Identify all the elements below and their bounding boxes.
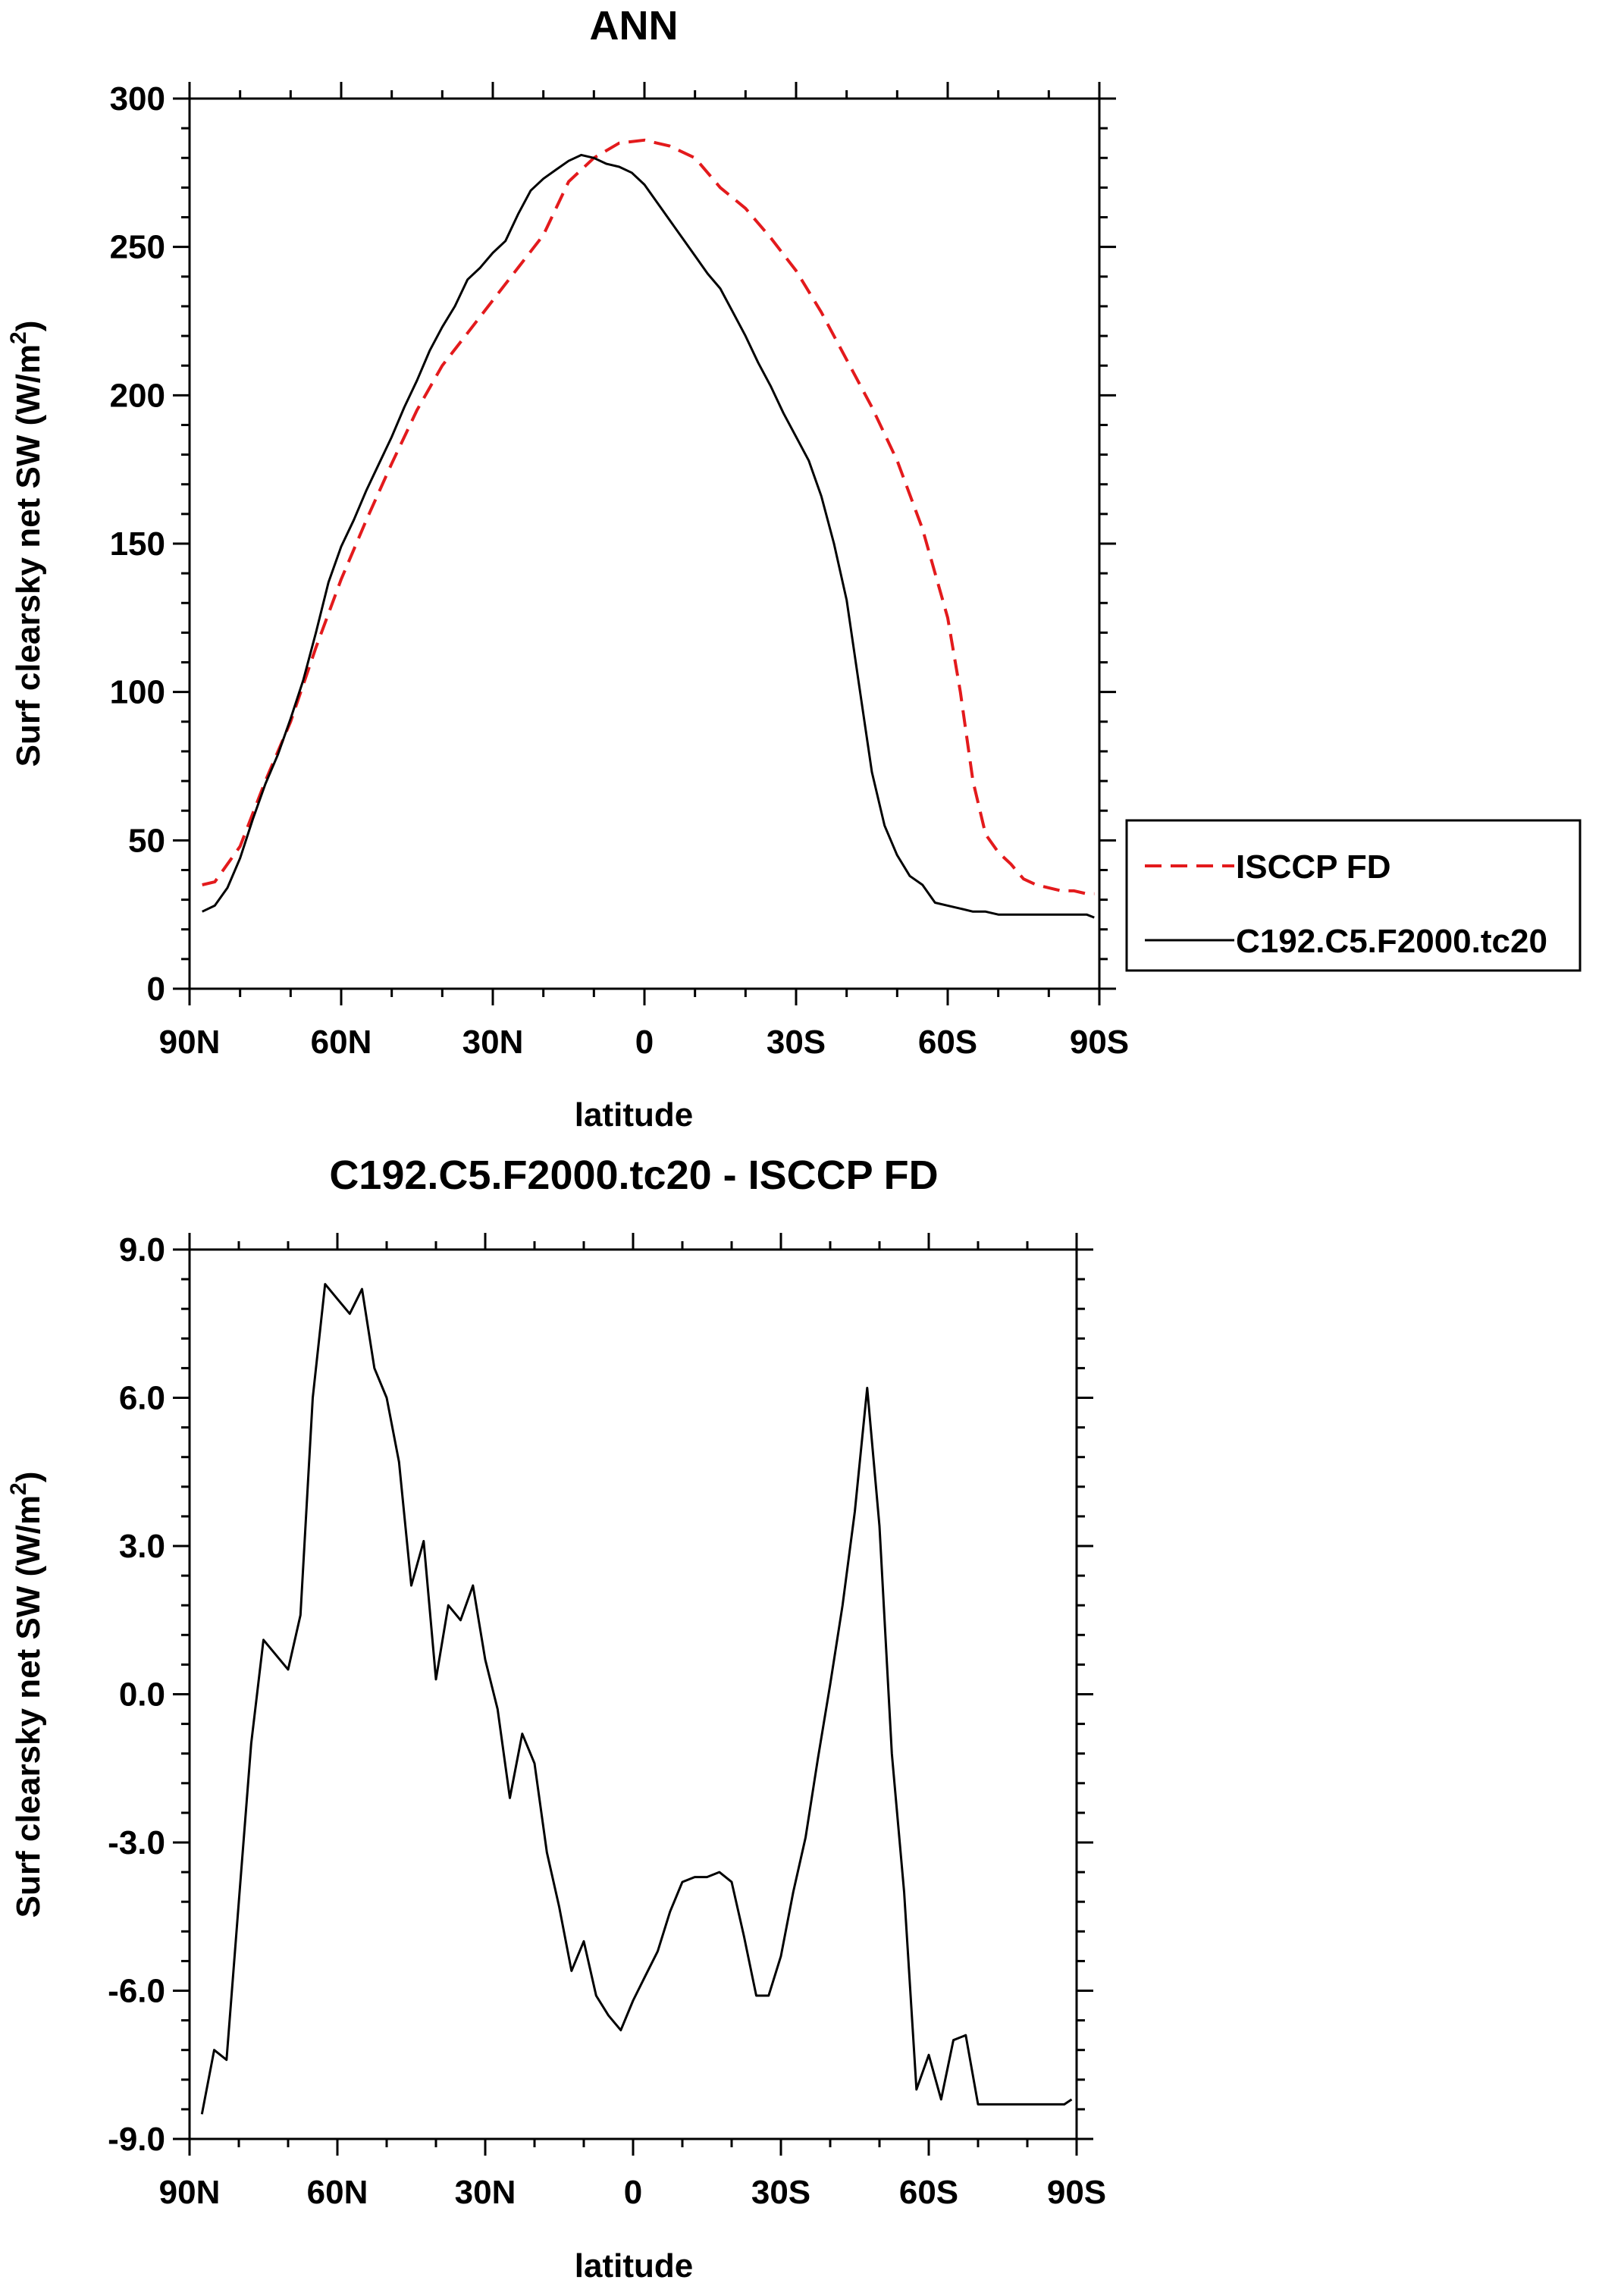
top-x-tick-label: 60N [311, 1024, 372, 1061]
bottom-y-tick-label: -9.0 [108, 2121, 165, 2158]
bottom-y-tick-label: -3.0 [108, 1824, 165, 1861]
bottom-panel: C192.C5.F2000.tc20 - ISCCP FD -9.0 -6.0 -3… [6, 1152, 1106, 2283]
top-y-tick-label: 200 [110, 377, 165, 414]
bottom-y-axis-label-sup: 2 [6, 1482, 31, 1495]
top-x-tick-label: 60S [918, 1024, 977, 1061]
top-y-axis: 0 50 100 150 200 250 300 [110, 80, 1116, 1008]
bottom-plot-frame [188, 1248, 1078, 2140]
bottom-y-axis-label-tail: ) [10, 1472, 47, 1483]
top-x-tick-label: 30N [462, 1024, 524, 1061]
top-y-tick-label: 100 [110, 674, 165, 711]
bottom-x-tick-label: 90S [1047, 2174, 1106, 2211]
legend-label-model: C192.C5.F2000.tc20 [1236, 923, 1547, 960]
bottom-x-axis-label: latitude [575, 2247, 693, 2283]
bottom-x-axis: 90N 60N 30N 0 30S 60S 90S [159, 1233, 1106, 2211]
bottom-x-tick-label: 30N [455, 2174, 516, 2211]
bottom-x-tick-label: 0 [624, 2174, 642, 2211]
top-y-tick-label: 300 [110, 80, 165, 118]
legend-box [1125, 819, 1582, 972]
bottom-series-line-0 [200, 1283, 1073, 2115]
top-series-line-0 [202, 138, 1095, 895]
bottom-y-axis-label: Surf clearsky net SW (W/m2) [6, 1472, 47, 1918]
top-y-tick-label: 150 [110, 525, 165, 563]
bottom-x-tick-label: 60S [899, 2174, 958, 2211]
top-y-axis-label-sup: 2 [6, 331, 31, 344]
top-y-axis-label-main: Surf clearsky net SW (W/m [10, 344, 47, 767]
bottom-y-axis-label-main: Surf clearsky net SW (W/m [10, 1495, 47, 1918]
bottom-y-tick-label: 0.0 [119, 1676, 165, 1714]
top-y-axis-label: Surf clearsky net SW (W/m2) [6, 321, 47, 767]
top-x-tick-label: 30S [767, 1024, 826, 1061]
legend: ISCCP FD C192.C5.F2000.tc20 [1125, 819, 1582, 972]
top-series-group [202, 138, 1095, 919]
bottom-chart-title: C192.C5.F2000.tc20 - ISCCP FD [329, 1152, 938, 1198]
top-x-tick-label: 0 [635, 1024, 654, 1061]
bottom-y-axis: -9.0 -6.0 -3.0 0.0 3.0 6.0 9.0 [108, 1231, 1093, 2158]
bottom-y-tick-label: -6.0 [108, 1973, 165, 2010]
top-plot-frame [188, 97, 1101, 990]
top-y-tick-label: 0 [147, 971, 165, 1008]
bottom-series-group [200, 1283, 1073, 2115]
top-chart-title: ANN [590, 3, 679, 49]
legend-label-isccp: ISCCP FD [1236, 848, 1391, 886]
top-x-tick-label: 90N [159, 1024, 221, 1061]
bottom-y-tick-label: 3.0 [119, 1528, 165, 1565]
top-x-tick-label: 90S [1070, 1024, 1129, 1061]
bottom-y-tick-label: 6.0 [119, 1380, 165, 1417]
bottom-x-tick-label: 90N [159, 2174, 221, 2211]
top-y-axis-label-tail: ) [10, 321, 47, 332]
top-y-tick-label: 250 [110, 229, 165, 266]
top-x-axis-label: latitude [575, 1096, 693, 1134]
top-y-tick-label: 50 [128, 822, 165, 859]
bottom-y-tick-label: 9.0 [119, 1231, 165, 1269]
top-series-line-1 [202, 153, 1095, 919]
bottom-x-tick-label: 30S [751, 2174, 810, 2211]
bottom-x-tick-label: 60N [307, 2174, 368, 2211]
top-x-axis: 90N 60N 30N 0 30S 60S 90S [159, 82, 1129, 1061]
